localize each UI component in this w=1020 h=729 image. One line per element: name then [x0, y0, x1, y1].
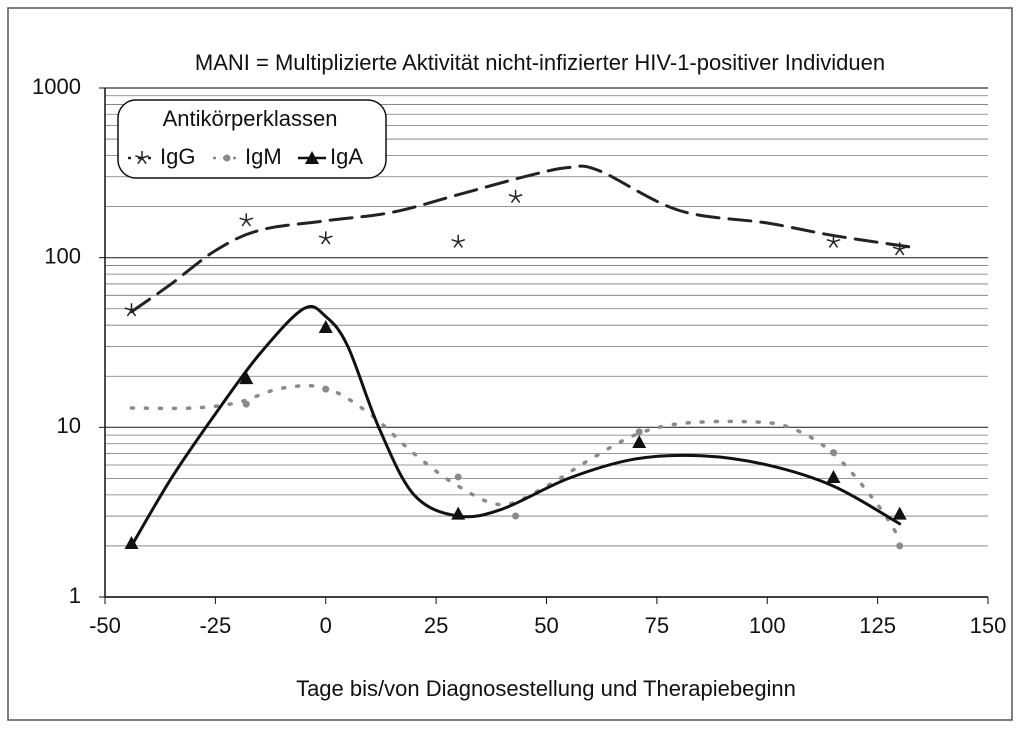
triangle-marker [305, 151, 319, 164]
dot-marker [242, 400, 250, 408]
star-marker [135, 151, 149, 165]
chart-title: MANI = Multiplizierte Aktivität nicht-in… [195, 50, 885, 75]
y-tick-label: 100 [44, 243, 81, 268]
legend-label: IgM [245, 144, 282, 169]
triangle-marker [826, 469, 841, 483]
y-tick-label: 1 [69, 583, 81, 608]
trend-line [129, 383, 902, 541]
star-marker [892, 242, 907, 256]
trend-line [129, 304, 902, 548]
x-tick-label: -25 [199, 613, 231, 638]
x-tick-label: 0 [320, 613, 332, 638]
star-marker [318, 231, 333, 245]
dot-marker [512, 512, 520, 520]
frame [7, 7, 1013, 721]
x-tick-label: 150 [970, 613, 1007, 638]
x-tick-label: -50 [89, 613, 121, 638]
triangle-marker [124, 536, 139, 550]
dot-marker [829, 449, 837, 457]
star-marker [826, 234, 841, 248]
triangle-marker [318, 320, 333, 334]
legend-title: Antikörperklassen [163, 106, 338, 131]
dot-marker [454, 473, 462, 481]
triangle-marker [632, 434, 647, 448]
x-tick-label: 125 [859, 613, 896, 638]
y-tick-label: 10 [57, 413, 81, 438]
dot-marker [223, 154, 231, 162]
dot-marker [896, 542, 904, 550]
trend-line [129, 164, 915, 314]
x-tick-label: 50 [534, 613, 558, 638]
star-marker [239, 213, 254, 227]
star-marker [124, 303, 139, 317]
star-marker [508, 189, 523, 204]
dot-marker [322, 385, 330, 393]
dot-marker [635, 428, 643, 436]
legend-label: IgG [160, 144, 195, 169]
legend-label: IgA [330, 144, 363, 169]
y-tick-label: 1000 [32, 74, 81, 99]
legend: Antikörperklassen IgG IgM IgA [117, 99, 387, 179]
x-tick-label: 75 [645, 613, 669, 638]
x-tick-label: 100 [749, 613, 786, 638]
x-axis-label: Tage bis/von Diagnosestellung und Therap… [296, 676, 796, 701]
star-marker [451, 234, 466, 248]
triangle-marker [892, 506, 907, 520]
x-tick-label: 25 [424, 613, 448, 638]
triangle-marker [239, 371, 254, 385]
triangle-marker [451, 506, 466, 520]
